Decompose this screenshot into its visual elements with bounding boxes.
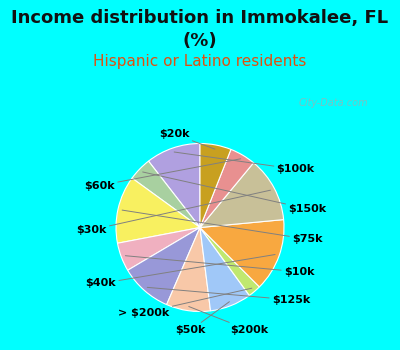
Wedge shape — [200, 144, 231, 228]
Wedge shape — [128, 228, 200, 304]
Wedge shape — [200, 149, 254, 228]
Wedge shape — [200, 228, 259, 295]
Text: (%): (%) — [183, 32, 217, 49]
Wedge shape — [118, 228, 200, 270]
Text: $100k: $100k — [174, 152, 315, 174]
Wedge shape — [200, 219, 284, 287]
Wedge shape — [148, 144, 200, 228]
Wedge shape — [116, 178, 200, 243]
Text: $30k: $30k — [76, 190, 270, 235]
Wedge shape — [132, 161, 200, 228]
Text: City-Data.com: City-Data.com — [298, 98, 368, 108]
Text: $200k: $200k — [189, 307, 268, 335]
Text: $20k: $20k — [159, 129, 215, 149]
Text: $40k: $40k — [86, 254, 275, 288]
Text: $60k: $60k — [84, 159, 241, 190]
Wedge shape — [200, 228, 249, 311]
Text: > $200k: > $200k — [118, 288, 252, 318]
Text: $10k: $10k — [125, 256, 314, 277]
Wedge shape — [200, 163, 284, 228]
Text: $50k: $50k — [176, 302, 229, 335]
Wedge shape — [167, 228, 210, 312]
Text: Income distribution in Immokalee, FL: Income distribution in Immokalee, FL — [12, 9, 388, 27]
Text: Hispanic or Latino residents: Hispanic or Latino residents — [93, 54, 307, 69]
Text: $125k: $125k — [147, 287, 310, 305]
Text: $75k: $75k — [122, 210, 322, 244]
Text: $150k: $150k — [143, 172, 326, 214]
